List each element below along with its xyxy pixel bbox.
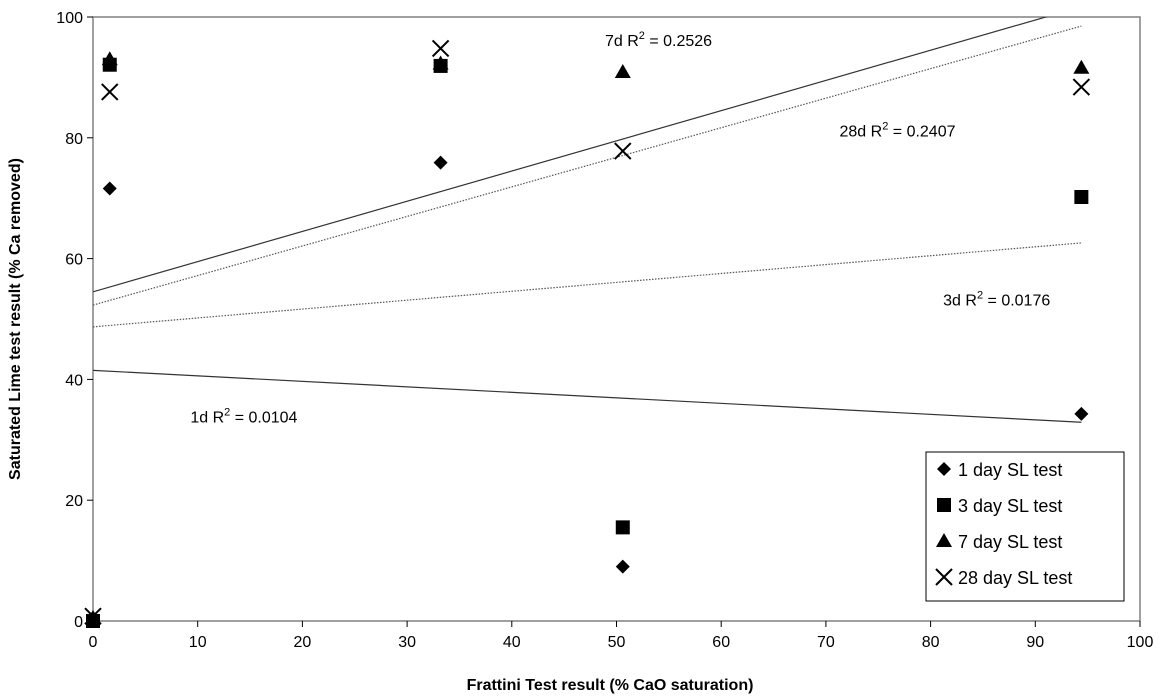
y-tick-label: 20 xyxy=(65,493,83,510)
legend-label: 3 day SL test xyxy=(958,496,1062,516)
y-tick-label: 40 xyxy=(65,372,83,389)
y-tick-label: 0 xyxy=(74,614,83,631)
data-point-diamond xyxy=(102,181,117,196)
trendline xyxy=(93,242,1082,328)
r-squared-label: 28d R2 = 0.2407 xyxy=(840,121,956,141)
r-squared-label: 3d R2 = 0.0176 xyxy=(943,290,1050,310)
x-tick-label: 0 xyxy=(89,634,98,651)
x-tick-label: 30 xyxy=(398,634,416,651)
trendlines xyxy=(93,17,1082,423)
r-squared-label: 7d R2 = 0.2526 xyxy=(605,30,712,50)
x-tick-label: 50 xyxy=(608,634,626,651)
x-tick-label: 80 xyxy=(922,634,940,651)
legend-label: 7 day SL test xyxy=(958,532,1062,552)
data-point-triangle xyxy=(614,63,631,78)
trendline xyxy=(93,369,1082,423)
data-point-diamond xyxy=(433,155,448,170)
x-tick-label: 60 xyxy=(712,634,730,651)
x-axis: 0 10 20 30 40 50 60 70 80 90 100 xyxy=(89,621,1154,651)
trendline xyxy=(93,25,1082,306)
legend-marker-x xyxy=(935,568,953,586)
data-point-diamond xyxy=(1074,406,1089,421)
data-point-x xyxy=(431,39,450,58)
y-tick-label: 100 xyxy=(56,10,83,27)
y-tick-label: 60 xyxy=(65,252,83,269)
legend-box xyxy=(925,451,1125,602)
data-point-diamond xyxy=(615,559,630,574)
legend-marker-diamond xyxy=(937,462,951,476)
legend: 1 day SL test 3 day SL test 7 day SL test 2… xyxy=(925,451,1125,602)
data-point-square xyxy=(615,520,630,535)
legend-marker-square xyxy=(937,498,951,512)
x-tick-label: 70 xyxy=(817,634,835,651)
x-tick-label: 100 xyxy=(1127,634,1154,651)
legend-label: 28 day SL test xyxy=(958,568,1072,588)
x-axis-title: Frattini Test result (% CaO saturation) xyxy=(467,677,754,694)
data-point-x xyxy=(614,142,632,160)
data-point-x xyxy=(84,607,102,625)
legend-marker-triangle xyxy=(936,533,952,547)
r-squared-label: 1d R2 = 0.0104 xyxy=(190,406,297,426)
data-point-triangle xyxy=(432,55,449,70)
y-axis-title: Saturated Lime test result (% Ca removed… xyxy=(7,158,24,480)
r-squared-annotations: 7d R2 = 0.2526 28d R2 = 0.2407 3d R2 = 0.0… xyxy=(190,30,1050,426)
y-tick-label: 80 xyxy=(65,131,83,148)
data-point-x xyxy=(1072,78,1091,96)
data-points xyxy=(84,39,1091,628)
data-point-x xyxy=(101,83,119,101)
trendline xyxy=(93,17,1048,293)
data-point-square xyxy=(1074,189,1089,204)
data-point-triangle xyxy=(101,51,118,66)
x-tick-label: 90 xyxy=(1026,634,1044,651)
legend-label: 1 day SL test xyxy=(958,460,1062,480)
data-point-triangle xyxy=(1073,59,1090,74)
y-axis: 0 20 40 60 80 100 xyxy=(56,10,93,631)
x-tick-label: 20 xyxy=(294,634,312,651)
x-tick-label: 10 xyxy=(189,634,207,651)
x-tick-label: 40 xyxy=(503,634,521,651)
